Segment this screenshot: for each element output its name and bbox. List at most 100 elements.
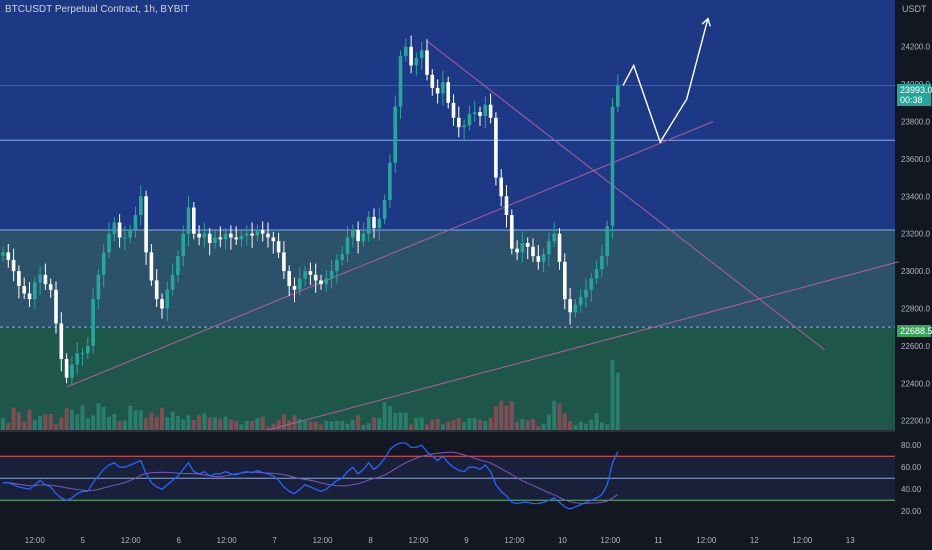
candle-body	[181, 233, 185, 257]
candle-body	[388, 162, 392, 201]
volume-bar	[207, 417, 212, 430]
volume-bar	[382, 402, 387, 430]
volume-bar	[213, 417, 217, 430]
volume-bar	[610, 360, 615, 430]
candle-body	[404, 46, 408, 57]
volume-bar	[69, 409, 74, 430]
volume-bar	[557, 403, 562, 430]
volume-bar	[149, 412, 154, 430]
volume-bar	[75, 414, 80, 430]
volume-bar	[562, 413, 567, 430]
rsi-tick-label: 60.00	[901, 463, 922, 472]
candle-body	[282, 252, 286, 272]
candle-body	[605, 226, 609, 257]
candle-body	[414, 57, 419, 66]
candle-body	[17, 271, 21, 287]
volume-bar	[409, 424, 414, 430]
candle-body	[319, 280, 323, 285]
price-tick-label: 23600.0	[901, 155, 930, 164]
time-tick-label: 12:00	[121, 536, 142, 545]
candle-body	[271, 237, 276, 242]
volume-bar	[85, 418, 90, 430]
candle-body	[292, 286, 297, 290]
candle-body	[197, 233, 201, 238]
candle-body	[552, 233, 556, 242]
candle-body	[43, 274, 48, 285]
time-tick-label: 12:00	[600, 536, 621, 545]
candle-body	[48, 284, 53, 290]
candle-body	[260, 229, 265, 234]
candle-body	[59, 323, 64, 359]
candle-body	[308, 271, 313, 275]
candle-body	[435, 87, 440, 94]
time-tick-label: 12:00	[25, 536, 46, 545]
candle-body	[80, 353, 85, 355]
candle-body	[616, 85, 620, 107]
volume-bar	[493, 406, 498, 430]
volume-bar	[64, 408, 69, 430]
rsi-tick-label: 80.00	[901, 441, 922, 450]
candle-body	[234, 237, 238, 240]
candle-body	[27, 293, 32, 300]
candle-body	[107, 233, 111, 253]
rsi-line	[3, 442, 619, 510]
candle-body	[372, 216, 376, 229]
candle-body	[239, 235, 244, 240]
volume-bar	[281, 414, 286, 430]
volume-bar	[160, 407, 164, 430]
volume-bar	[324, 420, 329, 430]
candle-body	[70, 364, 74, 378]
candle-body	[398, 56, 403, 107]
volume-bar	[197, 415, 202, 430]
volume-bar	[191, 420, 196, 430]
level-price-tag: 22688.5	[897, 325, 932, 337]
volume-bar	[435, 418, 440, 430]
volume-bar	[128, 405, 133, 430]
price-tick-label: 22800.0	[901, 304, 930, 313]
price-tick-label: 22200.0	[901, 417, 930, 426]
time-tick-label: 10	[558, 536, 567, 545]
volume-bar	[387, 406, 392, 430]
candle-body	[133, 215, 138, 230]
volume-bar	[48, 413, 53, 430]
candle-body	[101, 252, 106, 275]
volume-bar	[32, 420, 37, 430]
volume-bar	[552, 400, 557, 430]
time-tick-label: 12:00	[313, 536, 334, 545]
volume-bar	[138, 410, 143, 430]
trendline	[267, 261, 899, 431]
candle-body	[446, 82, 450, 103]
candle-body	[96, 274, 101, 300]
volume-bar	[536, 425, 541, 430]
volume-bar	[313, 421, 318, 430]
volume-bar	[345, 423, 350, 430]
candle-body	[345, 237, 350, 255]
volume-bar	[377, 418, 382, 430]
candle-body	[525, 243, 530, 247]
volume-bar	[488, 418, 493, 430]
time-tick-label: 12:00	[792, 536, 813, 545]
volume-bar	[472, 418, 477, 430]
volume-bar	[308, 421, 313, 430]
volume-bar	[43, 414, 48, 430]
time-tick-label: 12:00	[409, 536, 430, 545]
countdown-label: 00:38	[900, 95, 923, 105]
candle-body	[218, 237, 223, 240]
projection-arrowhead	[701, 17, 711, 27]
current-price-tag: 23993.0 00:38	[897, 84, 932, 106]
price-tick-label: 23400.0	[901, 192, 930, 201]
volume-bar	[589, 419, 594, 430]
candle-body	[149, 252, 154, 281]
candle-body	[170, 274, 175, 290]
candle-body	[563, 261, 567, 300]
candle-body	[377, 218, 382, 229]
candle-body	[266, 233, 270, 238]
volume-bar	[271, 423, 276, 430]
candle-body	[510, 215, 514, 249]
candles	[1, 35, 620, 386]
volume-bar	[101, 406, 106, 430]
volume-bar	[218, 418, 223, 430]
volume-bar	[59, 417, 64, 430]
volume-bar	[398, 412, 403, 430]
